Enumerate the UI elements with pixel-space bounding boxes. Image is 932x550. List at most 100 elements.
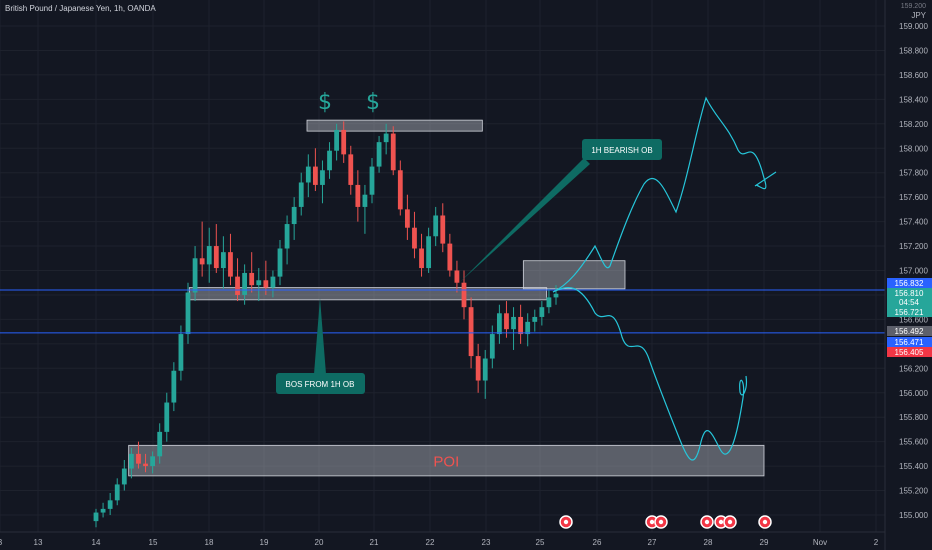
economic-event-icon: [654, 515, 668, 529]
callout-bos-label: BOS FROM 1H OB: [286, 380, 355, 389]
candle-body: [93, 512, 99, 522]
event-markers[interactable]: [559, 515, 772, 529]
candle-body: [242, 272, 248, 295]
price-badge-label: 156.405: [895, 348, 924, 357]
time-tick-label: 22: [426, 538, 435, 547]
candle-body: [447, 243, 453, 271]
dollar-symbol: $: [366, 90, 380, 115]
candle-body: [475, 356, 481, 381]
callout-box: [276, 373, 365, 394]
time-tick-label: 3: [0, 538, 3, 547]
price-tick-label: 156.000: [899, 389, 928, 398]
time-tick-label: 20: [315, 538, 324, 547]
time-tick-label: 27: [648, 538, 657, 547]
price-tick-label: 155.800: [899, 413, 928, 422]
candle-body: [157, 431, 163, 457]
event-flag-dot: [762, 519, 768, 525]
poi-label: POI: [433, 454, 459, 471]
candle-body: [482, 358, 488, 381]
price-tick-label: 155.600: [899, 438, 928, 447]
candle-body: [128, 453, 134, 469]
price-tick-label: 157.200: [899, 242, 928, 251]
candle-body: [270, 276, 276, 288]
horizontal-lines: [0, 289, 885, 334]
candle-body: [164, 402, 170, 432]
callouts: $ $1H BEARISH OB BOS FROM 1H OB: [276, 90, 662, 394]
zone-box: [128, 444, 765, 477]
price-tick-label: 159.000: [899, 22, 928, 31]
callout-pointer: [314, 298, 326, 374]
candle-body: [546, 297, 552, 308]
price-tick-label: 157.400: [899, 218, 928, 227]
candle-body: [496, 313, 502, 335]
chart-title: British Pound / Japanese Yen, 1h, OANDA: [5, 4, 156, 13]
event-flag-dot: [649, 519, 655, 525]
candle-body: [553, 293, 559, 298]
callout-pointer: [460, 158, 590, 282]
candle-body: [362, 194, 368, 207]
candle-body: [369, 166, 375, 195]
candle-body: [100, 508, 106, 513]
time-tick-label: 19: [260, 538, 269, 547]
time-axis[interactable]: 1314151819202122232526272829Nov23: [0, 531, 885, 547]
price-tick-label: 157.800: [899, 169, 928, 178]
price-badge: [887, 288, 932, 298]
candle-body: [355, 184, 361, 207]
economic-event-icon: [700, 515, 714, 529]
candle-body: [404, 209, 410, 228]
candle-body: [220, 252, 226, 269]
candle-body: [192, 258, 198, 293]
event-flag-dot: [718, 519, 724, 525]
candle-body: [171, 370, 177, 403]
price-tick-label: 158.200: [899, 120, 928, 129]
time-tick-label: 2: [874, 538, 879, 547]
candle-body: [235, 276, 240, 295]
time-tick-label: 28: [704, 538, 713, 547]
candle-body: [461, 282, 467, 308]
price-badge: [887, 337, 932, 347]
price-badge: [887, 307, 932, 317]
candle-body: [383, 133, 389, 143]
candle-body: [440, 215, 446, 244]
price-badge: [887, 278, 932, 288]
currency-label: 159.200 JPY: [901, 2, 926, 20]
candle-body: [412, 227, 417, 249]
candle-body: [121, 468, 127, 485]
price-tick-label: 157.600: [899, 193, 928, 202]
candle-body: [334, 129, 340, 151]
time-tick-label: 23: [482, 538, 491, 547]
event-flag-dot: [658, 519, 664, 525]
dollar-symbol: $: [318, 90, 332, 115]
candle-body: [320, 170, 325, 185]
candle-body: [199, 258, 205, 265]
candle-body: [305, 166, 311, 183]
candle-body: [454, 270, 460, 283]
price-badge-label: 156.810: [895, 289, 924, 298]
candle-body: [185, 292, 191, 335]
candle-body: [150, 456, 156, 467]
event-flag-dot: [727, 519, 733, 525]
candle-body: [390, 133, 396, 171]
candle-body: [327, 150, 332, 171]
price-badge-label: 156.492: [895, 327, 924, 336]
price-tick-label: 156.600: [899, 315, 928, 324]
price-badge-label: 156.721: [895, 308, 924, 317]
candle-body: [433, 215, 439, 237]
callout-box: [582, 139, 662, 160]
candle-body: [532, 316, 538, 322]
price-tick-label: 155.200: [899, 487, 928, 496]
candle-body: [143, 463, 148, 467]
candle-body: [525, 321, 531, 335]
candle-body: [178, 334, 184, 371]
candle-body: [348, 154, 354, 185]
time-tick-label: 15: [149, 538, 158, 547]
candle-body: [539, 307, 545, 317]
economic-event-icon: [758, 515, 772, 529]
event-flag-dot: [563, 519, 569, 525]
price-axis[interactable]: 159.000 158.800 158.600 158.400 158.200 158.0…: [884, 0, 932, 550]
candle-body: [426, 236, 432, 269]
candle-body: [419, 248, 424, 269]
projection-paths: [552, 96, 777, 461]
